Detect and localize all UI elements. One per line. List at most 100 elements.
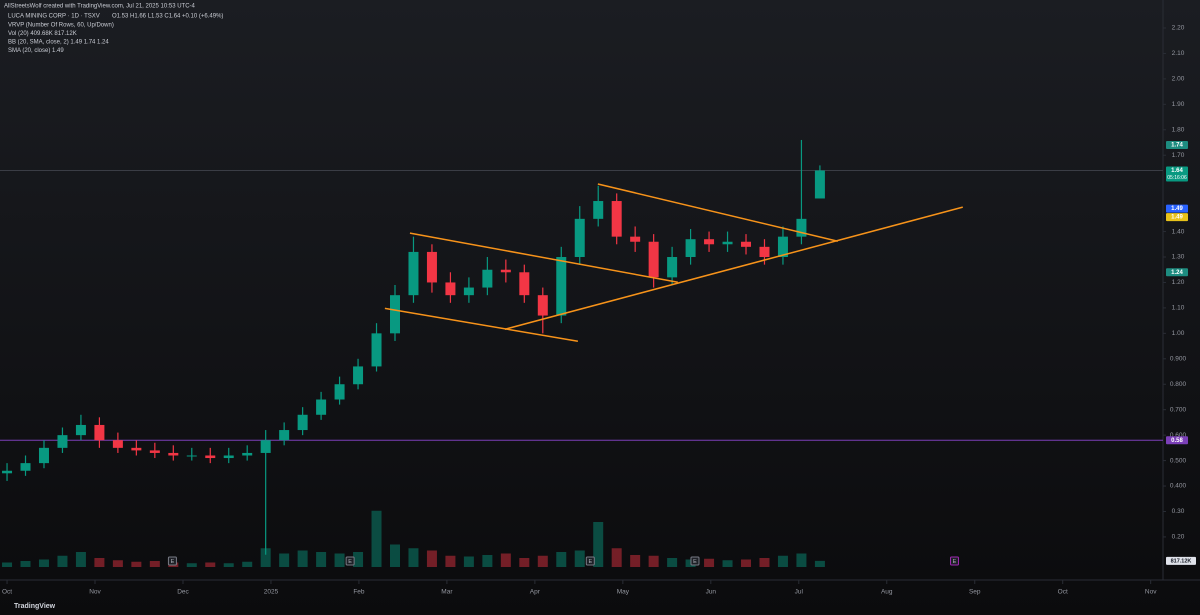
y-tick-label: 1.10 (1172, 305, 1185, 312)
ohlc-readout: O1.53 H1.66 L1.53 C1.64 +0.10 (+6.49%) (112, 14, 223, 20)
volume-bar (463, 556, 474, 567)
candle-body (574, 218, 585, 258)
candle-body (408, 251, 419, 296)
candle-body (741, 241, 752, 247)
candle-body (630, 236, 641, 242)
price-badge-label: 0.58 (1171, 438, 1183, 444)
candle-body (38, 447, 49, 464)
candle-body (593, 201, 604, 219)
candle-body (777, 236, 788, 258)
volume-bar (722, 560, 733, 567)
indicator-legend: VRVP (Number Of Rows, 60, Up/Down) (8, 23, 114, 29)
candle-body (685, 239, 696, 258)
candle-body (279, 430, 290, 441)
price-badge (1166, 436, 1188, 445)
volume-bar (389, 544, 400, 567)
candle-body (334, 384, 345, 400)
candle-body (389, 295, 400, 334)
candle-body (57, 435, 68, 448)
price-badge (1166, 166, 1188, 182)
volume-bar (482, 555, 493, 567)
price-badge (1166, 204, 1188, 213)
candle-body (316, 399, 327, 415)
volume-bar (426, 550, 437, 567)
candle-body (353, 366, 364, 385)
x-tick-label: Oct (2, 589, 12, 596)
candle-body (500, 269, 511, 273)
candle-body (260, 440, 271, 453)
y-tick-label: 0.700 (1170, 406, 1187, 413)
y-tick-label: 1.80 (1172, 126, 1185, 133)
x-tick-label: Jun (706, 589, 717, 596)
y-tick-label: 1.70 (1172, 152, 1185, 159)
y-tick-label: 0.30 (1172, 508, 1185, 515)
y-tick-label: 2.00 (1172, 76, 1185, 83)
volume-bar (593, 522, 604, 567)
volume-bar (667, 558, 678, 567)
volume-bar (777, 555, 788, 567)
volume-bar (611, 548, 622, 567)
volume-bar (537, 555, 548, 567)
candle-body (94, 424, 105, 441)
volume-bar (205, 562, 216, 567)
candle-body (20, 463, 31, 471)
candle-body (371, 333, 382, 367)
indicator-legend: BB (20, SMA, close, 2) 1.49 1.74 1.24 (8, 40, 109, 46)
candle-body (131, 447, 142, 451)
volume-bar (759, 558, 770, 567)
y-tick-label: 0.400 (1170, 483, 1187, 490)
price-badge-label: 1.24 (1171, 270, 1183, 276)
candle-body (112, 440, 123, 448)
event-marker (690, 556, 700, 566)
volume-bar (38, 559, 49, 567)
x-tick-label: 2025 (264, 589, 279, 596)
candle-body (519, 272, 530, 296)
volume-bar (445, 555, 456, 567)
volume-bar (260, 548, 271, 567)
volume-bar (796, 553, 807, 567)
indicator-legend: SMA (20, close) 1.49 (8, 48, 64, 54)
y-tick-label: 1.00 (1172, 330, 1185, 337)
x-tick-label: May (617, 589, 630, 596)
y-tick-label: 0.900 (1170, 356, 1187, 363)
volume-bar (2, 562, 13, 567)
volume-badge-label: 817.12K (1171, 558, 1192, 564)
price-badge (1166, 268, 1188, 277)
price-badge-label: 1.64 (1171, 168, 1183, 174)
price-badge-label: 1.49 (1171, 206, 1183, 212)
volume-bar (242, 561, 253, 567)
candle-body (75, 424, 86, 436)
countdown: 05:16:06 (1167, 175, 1187, 181)
volume-bar (353, 552, 364, 567)
volume-bar (20, 561, 31, 567)
volume-bar (500, 553, 511, 567)
volume-bar (94, 558, 105, 567)
x-tick-label: Nov (89, 589, 101, 596)
volume-bar (741, 559, 752, 567)
price-badge-label: 1.74 (1171, 143, 1183, 149)
indicator-legend: Vol (20) 409.68K 817.12K (8, 31, 77, 37)
x-tick-label: Apr (530, 589, 541, 596)
x-tick-label: Aug (881, 589, 893, 596)
volume-bar (574, 550, 585, 567)
y-tick-label: 0.500 (1170, 457, 1187, 464)
candle-body (297, 414, 308, 431)
candle-body (445, 282, 456, 296)
event-marker (167, 556, 177, 566)
candle-body (537, 295, 548, 316)
volume-bar (408, 548, 419, 567)
volume-bar (316, 552, 327, 567)
trendline (409, 232, 678, 283)
volume-bar (279, 553, 290, 567)
y-tick-label: 0.600 (1170, 432, 1187, 439)
candle-body (667, 257, 678, 278)
candle-body (722, 241, 733, 245)
candle-body (704, 239, 715, 245)
x-tick-label: Nov (1145, 589, 1157, 596)
volume-bar (57, 555, 68, 567)
y-tick-label: 1.90 (1172, 101, 1185, 108)
trendline (597, 183, 838, 242)
candle-body (648, 241, 659, 278)
candle-body (426, 251, 437, 283)
